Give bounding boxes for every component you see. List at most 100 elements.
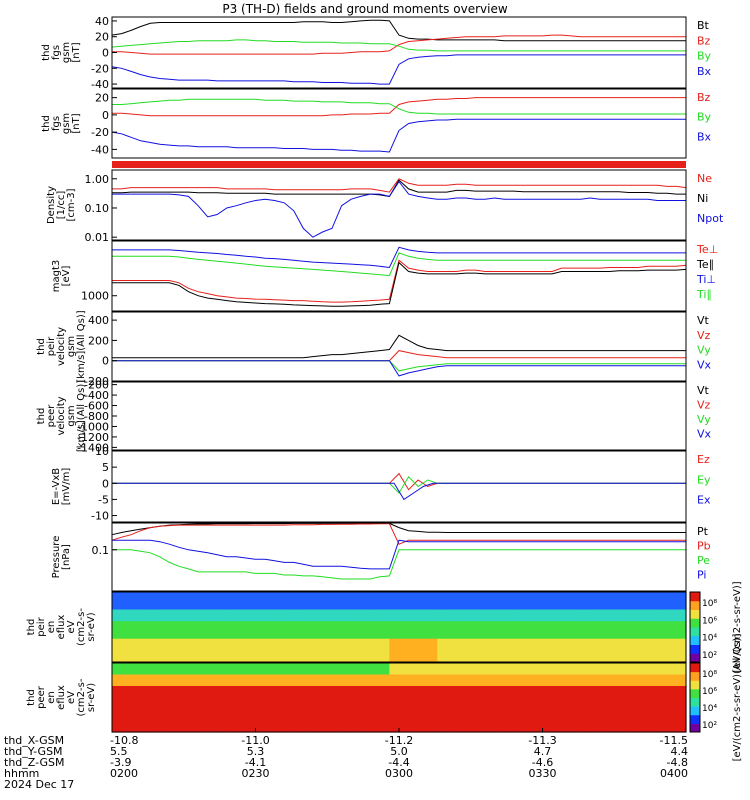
heatmap-cell xyxy=(236,680,247,687)
heatmap-cell xyxy=(485,674,496,681)
heatmap-cell xyxy=(322,691,333,699)
heatmap-cell xyxy=(150,644,161,651)
heatmap-cell xyxy=(351,656,362,663)
heatmap-cell xyxy=(408,638,419,646)
heatmap-cell xyxy=(332,603,343,611)
heatmap-cell xyxy=(619,697,630,704)
heatmap-cell xyxy=(676,656,687,663)
heatmap-cell xyxy=(609,686,620,693)
series-line-npot xyxy=(112,180,686,238)
heatmap-cell xyxy=(494,597,505,605)
legend-bx: Bx xyxy=(697,130,712,143)
heatmap-cell xyxy=(207,697,218,704)
heatmap-cell xyxy=(112,638,123,646)
heatmap-cell xyxy=(121,656,132,663)
heatmap-cell xyxy=(427,697,438,704)
heatmap-cell xyxy=(140,621,151,628)
heatmap-cell xyxy=(159,592,170,599)
heatmap-cell xyxy=(542,674,553,681)
heatmap-cell xyxy=(303,656,314,663)
heatmap-cell xyxy=(552,686,563,693)
heatmap-cell xyxy=(379,714,391,722)
y-axis-label: (cm2-s- xyxy=(76,608,87,646)
heatmap-cell xyxy=(112,650,123,657)
heatmap-cell xyxy=(657,644,668,651)
heatmap-cell xyxy=(150,615,161,622)
heatmap-cell xyxy=(159,697,170,704)
heatmap-cell xyxy=(485,597,496,605)
y-axis-label: peer xyxy=(36,685,47,709)
heatmap-cell xyxy=(236,709,247,716)
heatmap-cell xyxy=(389,663,400,670)
heatmap-cell xyxy=(599,592,611,599)
heatmap-cell xyxy=(188,691,199,699)
heatmap-cell xyxy=(619,726,630,733)
heatmap-cell xyxy=(485,720,496,727)
colorbar-swatch xyxy=(690,635,700,645)
heatmap-cell xyxy=(389,627,400,634)
heatmap-cell xyxy=(399,592,410,599)
heatmap-cell xyxy=(542,615,553,622)
heatmap-cell xyxy=(284,650,295,657)
heatmap-cell xyxy=(552,621,563,628)
heatmap-cell xyxy=(265,714,276,722)
heatmap-cell xyxy=(293,627,304,634)
heatmap-cell xyxy=(159,703,170,710)
heatmap-cell xyxy=(571,603,582,611)
heatmap-cell xyxy=(628,668,639,676)
heatmap-cell xyxy=(121,691,132,699)
heatmap-cell xyxy=(408,691,419,699)
heatmap-cell xyxy=(198,691,209,699)
heatmap-cell xyxy=(351,674,362,681)
heatmap-cell xyxy=(466,714,477,722)
heatmap-cell xyxy=(532,726,544,733)
heatmap-cell xyxy=(590,615,601,622)
heatmap-cell xyxy=(150,691,161,699)
heatmap-cell xyxy=(236,650,247,657)
heatmap-cell xyxy=(312,615,324,622)
heatmap-cell xyxy=(112,621,123,628)
heatmap-cell xyxy=(255,650,266,657)
heatmap-cell xyxy=(475,650,486,657)
heatmap-cell xyxy=(351,703,362,710)
heatmap-cell xyxy=(542,709,553,716)
heatmap-cell xyxy=(628,674,639,681)
heatmap-cell xyxy=(427,632,438,640)
heatmap-cell xyxy=(351,597,362,605)
series-line-bx xyxy=(111,118,686,153)
heatmap-cell xyxy=(580,697,591,704)
heatmap-cell xyxy=(399,668,410,676)
heatmap-cell xyxy=(590,644,601,651)
heatmap-cell xyxy=(542,627,553,634)
heatmap-cell xyxy=(140,644,151,651)
legend-by: By xyxy=(697,50,712,63)
heatmap-cell xyxy=(446,621,457,628)
x-tick-label-x: -11.3 xyxy=(528,734,556,747)
heatmap-cell xyxy=(427,597,438,605)
heatmap-cell xyxy=(638,638,649,646)
heatmap-cell xyxy=(532,644,544,651)
y-axis-label: fgs xyxy=(51,45,62,60)
heatmap-cell xyxy=(532,674,544,681)
heatmap-cell xyxy=(466,603,477,611)
heatmap-cell xyxy=(370,720,381,727)
heatmap-cell xyxy=(580,720,591,727)
heatmap-cell xyxy=(408,720,419,727)
heatmap-cell xyxy=(580,621,591,628)
heatmap-cell xyxy=(341,638,352,646)
heatmap-cell xyxy=(121,680,132,687)
heatmap-cell xyxy=(303,726,314,733)
heatmap-cell xyxy=(265,697,276,704)
heatmap-cell xyxy=(112,632,123,640)
heatmap-cell xyxy=(274,668,285,676)
heatmap-cell xyxy=(389,615,400,622)
heatmap-cell xyxy=(561,714,572,722)
heatmap-cell xyxy=(255,592,266,599)
heatmap-cell xyxy=(389,697,400,704)
flag-bar xyxy=(112,161,686,168)
heatmap-cell xyxy=(284,680,295,687)
heatmap-cell xyxy=(513,627,524,634)
heatmap-cell xyxy=(332,663,343,670)
heatmap-cell xyxy=(198,686,209,693)
heatmap-cell xyxy=(590,621,601,628)
